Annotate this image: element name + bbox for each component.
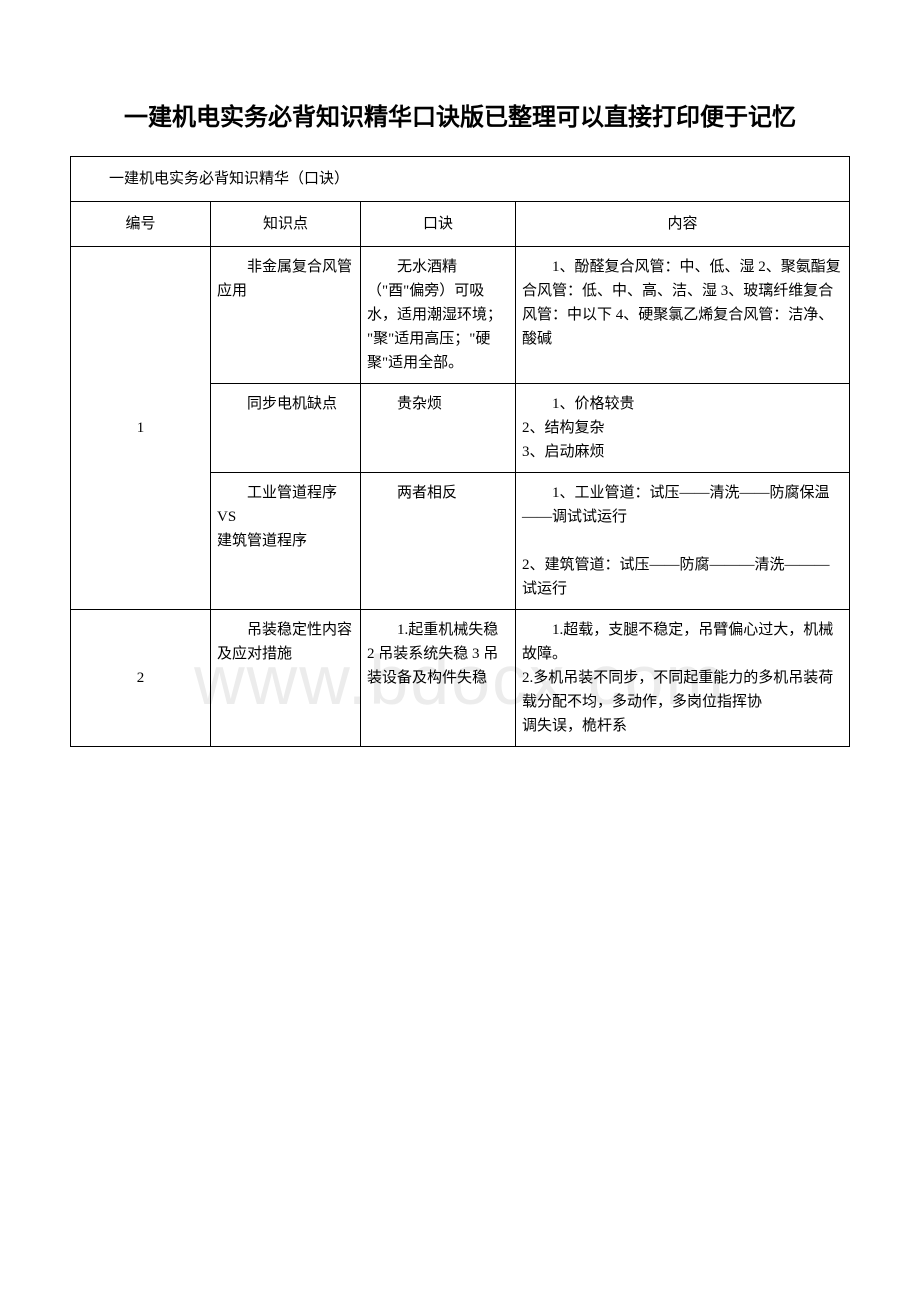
content-wrapper: 一建机电实务必背知识精华口诀版已整理可以直接打印便于记忆 一建机电实务必背知识精… xyxy=(70,100,850,747)
table-row: 2 吊装稳定性内容及应对措施 1.起重机械失稳 2 吊装系统失稳 3 吊装设备及… xyxy=(71,610,850,747)
table-title-cell: 一建机电实务必背知识精华（口诀） xyxy=(71,157,850,202)
table-header-row: 编号 知识点 口诀 内容 xyxy=(71,202,850,247)
cell-topic: 吊装稳定性内容及应对措施 xyxy=(211,610,361,747)
table-title-row: 一建机电实务必背知识精华（口诀） xyxy=(71,157,850,202)
cell-num-1: 1 xyxy=(71,247,211,610)
main-table: 一建机电实务必背知识精华（口诀） 编号 知识点 口诀 内容 1 非金属复合风管应… xyxy=(70,156,850,747)
cell-topic: 同步电机缺点 xyxy=(211,384,361,473)
header-content: 内容 xyxy=(516,202,850,247)
cell-content: 1.超载，支腿不稳定，吊臂偏心过大，机械故障。 2.多机吊装不同步，不同起重能力… xyxy=(516,610,850,747)
cell-tip: 无水酒精（"酉"偏旁）可吸水，适用潮湿环境； "聚"适用高压；"硬聚"适用全部。 xyxy=(361,247,516,384)
header-topic: 知识点 xyxy=(211,202,361,247)
cell-tip: 两者相反 xyxy=(361,473,516,610)
table-row: 1 非金属复合风管应用 无水酒精（"酉"偏旁）可吸水，适用潮湿环境； "聚"适用… xyxy=(71,247,850,384)
table-title-text: 一建机电实务必背知识精华（口诀） xyxy=(79,167,841,191)
header-tip: 口诀 xyxy=(361,202,516,247)
cell-content: 1、工业管道：试压——清洗——防腐保温——调试试运行 2、建筑管道：试压——防腐… xyxy=(516,473,850,610)
page-title: 一建机电实务必背知识精华口诀版已整理可以直接打印便于记忆 xyxy=(70,100,850,136)
cell-topic: 非金属复合风管应用 xyxy=(211,247,361,384)
cell-tip: 1.起重机械失稳 2 吊装系统失稳 3 吊装设备及构件失稳 xyxy=(361,610,516,747)
cell-num-2: 2 xyxy=(71,610,211,747)
cell-content: 1、酚醛复合风管：中、低、湿 2、聚氨酯复合风管：低、中、高、洁、湿 3、玻璃纤… xyxy=(516,247,850,384)
cell-tip: 贵杂烦 xyxy=(361,384,516,473)
cell-content: 1、价格较贵 2、结构复杂 3、启动麻烦 xyxy=(516,384,850,473)
header-num: 编号 xyxy=(71,202,211,247)
cell-topic: 工业管道程序 VS 建筑管道程序 xyxy=(211,473,361,610)
